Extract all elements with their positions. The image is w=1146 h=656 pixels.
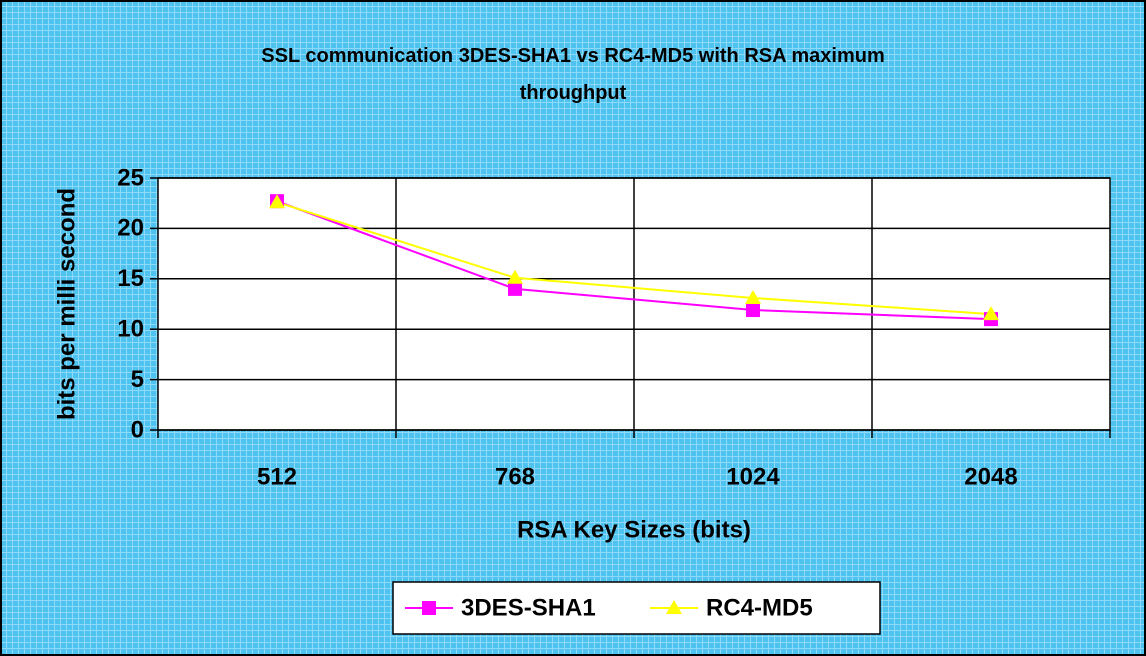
y-tick-label: 20	[117, 215, 144, 242]
y-tick-label: 0	[131, 416, 144, 443]
marker	[508, 281, 522, 296]
marker	[422, 601, 436, 615]
chart-title: SSL communication 3DES-SHA1 vs RC4-MD5 w…	[261, 45, 885, 104]
y-tick-label: 25	[117, 164, 144, 191]
chart-title-box: SSL communication 3DES-SHA1 vs RC4-MD5 w…	[261, 45, 885, 104]
y-tick-label: 10	[117, 316, 144, 343]
x-axis-title: RSA Key Sizes (bits)	[517, 516, 751, 543]
x-tick-label: 768	[495, 463, 535, 490]
marker	[745, 289, 761, 304]
marker	[666, 600, 682, 614]
legend	[392, 581, 881, 635]
y-tick-label: 5	[131, 366, 144, 393]
legend-label: RC4-MD5	[706, 594, 813, 621]
marker	[746, 303, 760, 318]
x-tick-label: 2048	[964, 463, 1017, 490]
y-tick-label: 15	[117, 265, 144, 292]
marker	[507, 269, 523, 284]
marker	[269, 194, 285, 209]
marker	[983, 306, 999, 321]
x-tick-label: 1024	[726, 463, 780, 490]
legend-label: 3DES-SHA1	[461, 594, 596, 621]
y-axis-title: bits per milli second	[53, 188, 80, 420]
series-line	[276, 200, 992, 321]
series-line	[276, 201, 992, 316]
x-tick-label: 512	[257, 463, 297, 490]
